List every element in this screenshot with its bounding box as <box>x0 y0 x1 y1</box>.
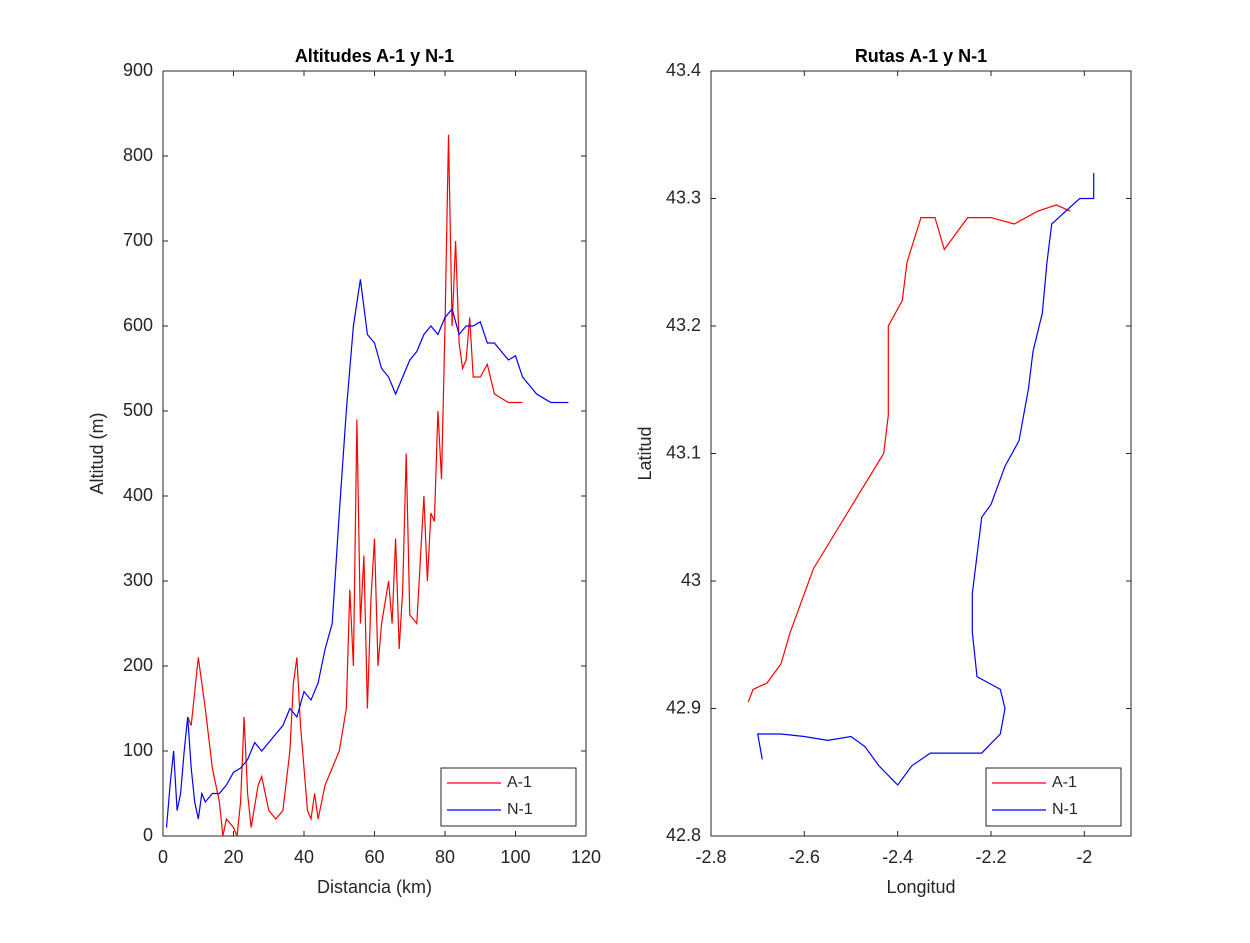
y-tick-label: 800 <box>123 145 153 165</box>
chart-title: Altitudes A-1 y N-1 <box>295 46 454 66</box>
y-tick-label: 43.1 <box>666 442 701 462</box>
legend-box <box>440 767 577 827</box>
y-axis-label: Altitud (m) <box>87 412 107 494</box>
y-tick-label: 43.3 <box>666 187 701 207</box>
y-tick-label: 700 <box>123 230 153 250</box>
x-tick-label: 40 <box>294 847 314 867</box>
legend-label: A-1 <box>507 774 532 791</box>
legend-label: A-1 <box>1052 774 1077 791</box>
x-axis-label: Longitud <box>886 877 955 897</box>
legend-box <box>985 767 1122 827</box>
y-tick-label: 42.8 <box>666 825 701 845</box>
chart-title: Rutas A-1 y N-1 <box>855 46 987 66</box>
x-tick-label: 20 <box>223 847 243 867</box>
y-tick-label: 43 <box>681 570 701 590</box>
y-tick-label: 43.2 <box>666 315 701 335</box>
x-tick-label: 0 <box>158 847 168 867</box>
y-tick-label: 900 <box>123 60 153 80</box>
x-tick-label: -2.6 <box>789 847 820 867</box>
legend-label: N-1 <box>1052 801 1078 818</box>
plot-area <box>162 70 587 837</box>
x-tick-label: 100 <box>500 847 530 867</box>
data-line <box>756 173 1095 786</box>
x-axis-label: Distancia (km) <box>317 877 432 897</box>
x-tick-label: -2.8 <box>695 847 726 867</box>
data-line <box>165 279 569 828</box>
x-tick-label: 60 <box>364 847 384 867</box>
x-tick-label: 120 <box>571 847 601 867</box>
x-tick-label: 80 <box>435 847 455 867</box>
x-tick-label: -2.4 <box>882 847 913 867</box>
y-tick-label: 400 <box>123 485 153 505</box>
y-tick-label: 300 <box>123 570 153 590</box>
y-tick-label: 43.4 <box>666 60 701 80</box>
data-line <box>747 204 1071 703</box>
legend-label: N-1 <box>507 801 533 818</box>
y-tick-label: 200 <box>123 655 153 675</box>
plot-area <box>710 70 1132 837</box>
data-line <box>187 134 523 837</box>
y-tick-label: 0 <box>143 825 153 845</box>
x-tick-label: -2.2 <box>975 847 1006 867</box>
y-axis-label: Latitud <box>635 426 655 480</box>
y-tick-label: 42.9 <box>666 697 701 717</box>
y-tick-label: 600 <box>123 315 153 335</box>
y-tick-label: 500 <box>123 400 153 420</box>
x-tick-label: -2 <box>1076 847 1092 867</box>
y-tick-label: 100 <box>123 740 153 760</box>
